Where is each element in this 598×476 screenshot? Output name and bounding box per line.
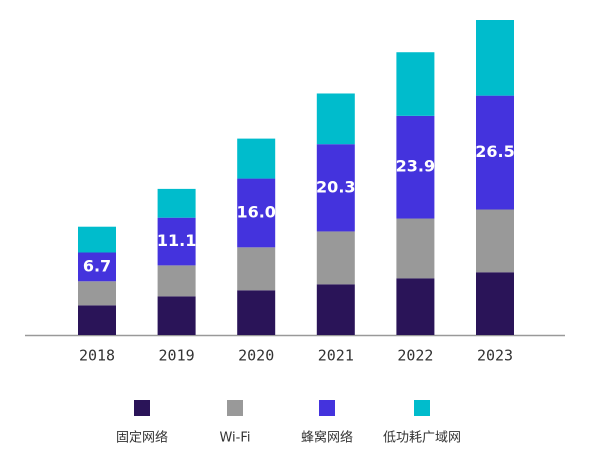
bar-segment bbox=[237, 290, 276, 335]
bar-segment bbox=[476, 95, 514, 210]
legend-swatch bbox=[319, 400, 335, 416]
value-label: 6.7 bbox=[83, 256, 111, 275]
x-tick-label: 2019 bbox=[159, 347, 195, 365]
x-tick-label: 2022 bbox=[397, 347, 433, 365]
value-label: 20.3 bbox=[316, 177, 355, 196]
x-tick-label: 2018 bbox=[79, 347, 115, 365]
bar-segment bbox=[476, 20, 514, 96]
bar-segment bbox=[237, 247, 276, 291]
legend-swatch bbox=[414, 400, 430, 416]
legend-label: 低功耗广域网 bbox=[383, 431, 461, 446]
bar-segment bbox=[157, 296, 196, 335]
bar-segment bbox=[396, 278, 435, 335]
bar-segment bbox=[476, 209, 514, 273]
bar-segment bbox=[157, 265, 196, 297]
bar-segment bbox=[157, 217, 196, 266]
bar-segment bbox=[78, 281, 116, 306]
legend-label: 蜂窝网络 bbox=[301, 430, 353, 446]
bar-segment bbox=[316, 284, 355, 335]
value-label: 11.1 bbox=[157, 231, 196, 250]
legend-swatch bbox=[227, 400, 243, 416]
legend-swatch bbox=[134, 400, 150, 416]
bar-segment bbox=[237, 138, 276, 179]
value-label: 23.9 bbox=[396, 157, 435, 176]
x-tick-label: 2023 bbox=[477, 347, 513, 365]
bar-segment bbox=[316, 231, 355, 285]
bar-segment bbox=[237, 178, 276, 248]
x-tick-label: 2020 bbox=[238, 347, 274, 365]
bar-segment bbox=[157, 188, 196, 218]
legend-label: Wi-Fi bbox=[219, 431, 250, 446]
bar-segment bbox=[316, 144, 355, 232]
value-label: 26.5 bbox=[475, 142, 514, 161]
bar-segment bbox=[78, 252, 116, 282]
legend-label: 固定网络 bbox=[116, 430, 168, 446]
bar-segment bbox=[396, 218, 435, 279]
bar-segment bbox=[476, 272, 514, 335]
bar-segment bbox=[396, 115, 435, 219]
bar-segment bbox=[78, 226, 116, 253]
x-tick-label: 2021 bbox=[318, 347, 354, 365]
bar-segment bbox=[396, 52, 435, 116]
value-label: 16.0 bbox=[236, 202, 275, 221]
bar-segment bbox=[316, 93, 355, 145]
bar-segment bbox=[78, 305, 116, 335]
